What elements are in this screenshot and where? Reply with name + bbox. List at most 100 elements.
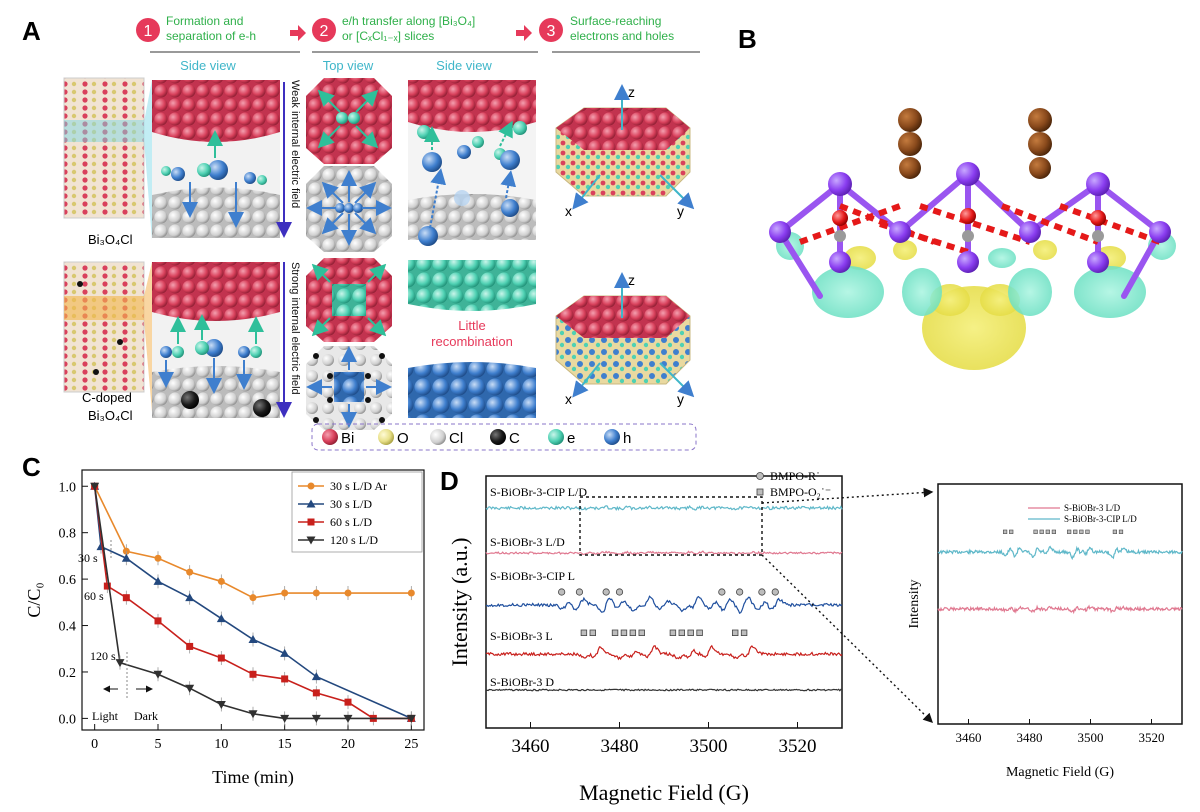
data-point (217, 577, 225, 585)
legend-circle-label: BMPO-R˙ (770, 469, 820, 483)
data-point (248, 710, 258, 719)
axis-y-label: y (677, 203, 684, 219)
step-1-header: 1 Formation and separation of e-h (136, 14, 306, 43)
data-point (249, 594, 257, 602)
plot-c-series (90, 481, 416, 726)
plot-d-legend: BMPO-R˙ BMPO-O₂˙⁻ (756, 469, 831, 499)
annotation-light: Light (92, 709, 119, 723)
data-point (312, 589, 320, 597)
step-3-badge (539, 18, 563, 42)
zoom-box (579, 496, 763, 556)
annotation-120s: 120 s (90, 649, 116, 663)
plot-d-traces (485, 504, 843, 692)
inset-o2-marker (1033, 529, 1038, 534)
panel-c-letter: C (22, 452, 41, 482)
inset-x-tick-label: 3500 (1078, 730, 1104, 745)
step-2-line1: e/h transfer along [Bi₃O₄] (342, 14, 475, 28)
data-point (311, 672, 321, 681)
x-tick-label: 20 (341, 737, 355, 752)
data-point (153, 576, 163, 585)
step-3-number: 3 (547, 23, 556, 40)
data-point (154, 617, 162, 625)
bmpo-o2-marker (732, 629, 739, 636)
data-point (216, 700, 226, 709)
slab-strong: z x y (555, 272, 695, 407)
trace-label-3: S-BiOBr-3-CIP L (490, 569, 575, 583)
data-point (407, 589, 415, 597)
data-point (153, 670, 163, 679)
plot-d-xlabel: Magnetic Field (G) (579, 780, 749, 805)
bmpo-r-marker (575, 588, 584, 596)
step-3-line1: Surface-reaching (570, 14, 661, 28)
legend-marker (306, 536, 316, 545)
inset-traces (937, 529, 1183, 615)
data-point (343, 714, 353, 723)
x-tick-label: 10 (214, 737, 228, 752)
legend-label: 30 s L/D Ar (330, 479, 387, 493)
y-tick-label: 0.8 (59, 527, 77, 542)
legend-bi-label: Bi (341, 430, 354, 447)
panel-b-letter: B (738, 24, 757, 54)
bmpo-r-marker (736, 588, 744, 596)
data-point (216, 614, 226, 623)
step-1-badge (136, 18, 160, 42)
bmpo-o2-marker (580, 629, 588, 636)
x-tick-label: 3460 (512, 736, 550, 757)
data-point (248, 634, 258, 643)
bmpo-o2-marker (678, 629, 685, 636)
annotation-30s: 30 s (78, 551, 98, 565)
axis-z-label: z (628, 84, 635, 100)
data-point (185, 593, 195, 602)
top-view-strong (306, 258, 392, 430)
plot-c-ticks: 0 5 10 15 20 25 0.0 0.2 0.4 0.6 0.8 1.0 (59, 480, 419, 752)
epr-trace (485, 595, 843, 615)
inset-o2-marker (1112, 529, 1117, 534)
data-point (280, 714, 290, 723)
bmpo-o2-marker (696, 629, 703, 636)
trace-label-4: S-BiOBr-3 L (490, 629, 553, 643)
bmpo-o2-marker (687, 629, 694, 636)
series-line (93, 485, 412, 599)
x-tick-label: 25 (404, 737, 418, 752)
top-view-label: Top view (323, 58, 374, 73)
data-point (185, 684, 195, 693)
side-view-weak-2 (408, 80, 536, 246)
data-point (186, 642, 194, 650)
series-3 (90, 482, 416, 726)
y-tick-label: 1.0 (59, 480, 77, 495)
data-point (281, 675, 289, 683)
material-2-line1: C-doped (82, 390, 132, 405)
trace-label-2: S-BiOBr-3 L/D (490, 535, 565, 549)
bmpo-o2-marker (740, 629, 748, 636)
side-view-label: Side view (180, 58, 236, 73)
step-1-number: 1 (144, 23, 153, 40)
legend-c-label: C (509, 430, 520, 447)
step-2-number: 2 (320, 23, 329, 40)
inset-o2-marker (1067, 529, 1072, 534)
little-line2: recombination (431, 334, 513, 349)
step-3-line2: electrons and holes (570, 29, 674, 43)
epr-trace (485, 550, 843, 556)
axis-z-label-2: z (628, 272, 635, 288)
x-tick-label: 15 (278, 737, 292, 752)
data-point (154, 554, 162, 562)
annotation-dark: Dark (134, 709, 158, 723)
axis-x-label-2: x (565, 391, 572, 407)
bmpo-r-marker (615, 588, 624, 596)
bmpo-r-marker (558, 588, 566, 596)
slab-weak: z x y (555, 84, 695, 219)
inset-frame (937, 483, 1183, 725)
material-1-label: Bi₃O₄Cl (88, 232, 133, 247)
step-2-header: 2 e/h transfer along [Bi₃O₄] or [CₓCl₁₋ₓ… (312, 14, 532, 43)
step-3-header: 3 Surface-reaching electrons and holes (539, 14, 674, 43)
inset-o2-marker (1002, 529, 1008, 534)
plot-d-ticks: 3460 3480 3500 3520 (512, 722, 817, 757)
data-point (280, 648, 290, 657)
zoom-link-top (761, 487, 934, 504)
bmpo-o2-marker (620, 629, 628, 636)
legend-cl-label: Cl (449, 430, 463, 447)
data-point (249, 670, 257, 678)
legend-marker (306, 499, 316, 508)
x-tick-label: 3520 (779, 736, 817, 757)
